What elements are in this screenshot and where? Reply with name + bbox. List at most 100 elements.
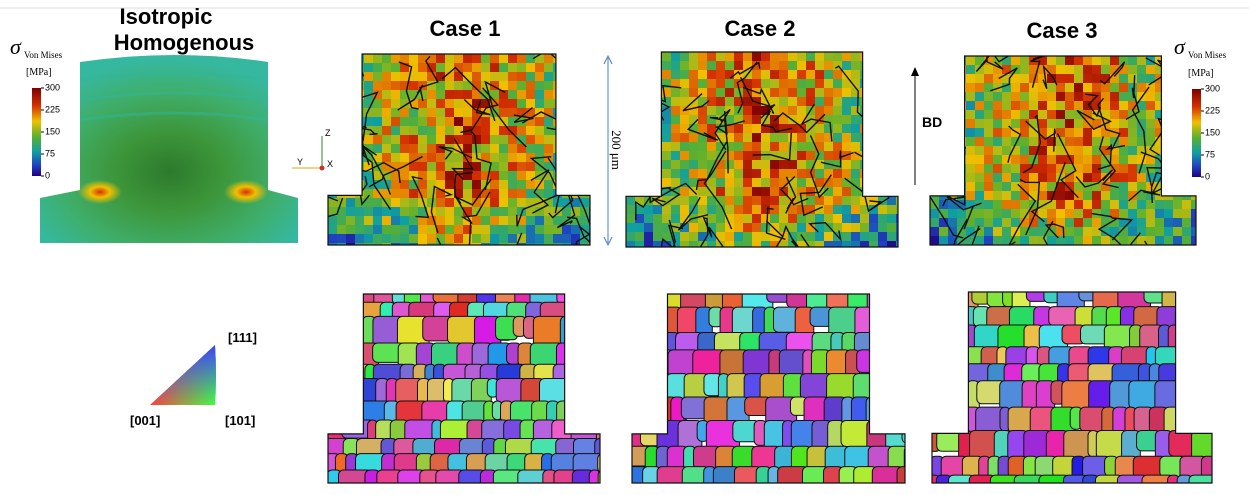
pixel	[562, 225, 571, 234]
pixel	[779, 160, 788, 169]
pixel	[391, 81, 400, 90]
pixel	[1146, 218, 1155, 227]
pixel	[851, 115, 860, 124]
pixel	[526, 225, 535, 234]
pixel	[698, 61, 707, 70]
pixel	[499, 225, 508, 234]
colorbar-tick-label: 225	[45, 104, 60, 114]
pixel	[851, 205, 860, 214]
pixel	[382, 225, 391, 234]
pixel	[984, 218, 993, 227]
pixel	[1056, 119, 1065, 128]
pixel	[966, 110, 975, 119]
pixel	[1002, 164, 1011, 173]
pixel	[400, 72, 409, 81]
pixel	[418, 135, 427, 144]
pixel	[373, 81, 382, 90]
pixel	[896, 196, 905, 205]
grain	[329, 302, 361, 350]
pixel	[1002, 101, 1011, 110]
pixel	[337, 243, 346, 252]
pixel	[1164, 155, 1173, 164]
pixel	[779, 142, 788, 151]
pixel	[517, 54, 526, 63]
pixel	[517, 90, 526, 99]
pixel	[517, 153, 526, 162]
pixel	[824, 61, 833, 70]
pixel	[472, 234, 481, 243]
pixel	[409, 225, 418, 234]
pixel	[535, 162, 544, 171]
pixel	[1101, 182, 1110, 191]
pixel	[1155, 110, 1164, 119]
pixel	[1173, 146, 1182, 155]
pixel	[1074, 101, 1083, 110]
pixel	[948, 74, 957, 83]
pixel	[472, 225, 481, 234]
pixel	[337, 144, 346, 153]
pixel	[1056, 209, 1065, 218]
grain	[579, 343, 612, 386]
grain	[622, 374, 650, 393]
pixel	[993, 227, 1002, 236]
pixel	[544, 117, 553, 126]
pixel	[346, 207, 355, 216]
pixel	[373, 63, 382, 72]
colorbar	[32, 88, 41, 176]
pixel	[788, 52, 797, 61]
grain	[898, 284, 912, 312]
pixel	[508, 54, 517, 63]
pixel	[508, 72, 517, 81]
pixel	[1065, 128, 1074, 137]
pixel	[490, 144, 499, 153]
pixel	[824, 70, 833, 79]
pixel	[671, 97, 680, 106]
pixel	[1137, 173, 1146, 182]
pixel	[842, 88, 851, 97]
pixel	[930, 155, 939, 164]
pixel	[1164, 227, 1173, 236]
pixel	[788, 142, 797, 151]
pixel	[966, 119, 975, 128]
pixel	[517, 198, 526, 207]
pixel	[815, 214, 824, 223]
pixel	[391, 126, 400, 135]
pixel	[662, 52, 671, 61]
pixel	[1002, 110, 1011, 119]
pixel	[337, 117, 346, 126]
pixel	[1065, 110, 1074, 119]
pixel	[382, 108, 391, 117]
pixel	[526, 72, 535, 81]
pixel	[490, 126, 499, 135]
pixel	[779, 97, 788, 106]
pixel	[436, 90, 445, 99]
pixel	[1128, 209, 1137, 218]
pixel	[797, 97, 806, 106]
pixel	[887, 205, 896, 214]
grain	[922, 325, 941, 364]
pixel	[346, 72, 355, 81]
pixel	[671, 169, 680, 178]
grain	[922, 307, 945, 332]
pixel	[517, 180, 526, 189]
pixel	[966, 56, 975, 65]
pixel	[788, 223, 797, 232]
colorbar-tick-label: 75	[1205, 149, 1215, 159]
pixel	[1137, 56, 1146, 65]
pixel	[851, 223, 860, 232]
pixel	[1011, 173, 1020, 182]
pixel	[535, 99, 544, 108]
pixel	[1191, 182, 1200, 191]
pixel	[626, 97, 635, 106]
pixel	[481, 207, 490, 216]
pixel	[1047, 83, 1056, 92]
pixel	[1146, 200, 1155, 209]
pixel	[346, 216, 355, 225]
pixel	[644, 223, 653, 232]
bd-label: BD	[922, 114, 942, 130]
pixel	[1164, 83, 1173, 92]
pixel	[984, 101, 993, 110]
pixel	[1146, 236, 1155, 245]
pixel	[635, 79, 644, 88]
pixel	[445, 90, 454, 99]
